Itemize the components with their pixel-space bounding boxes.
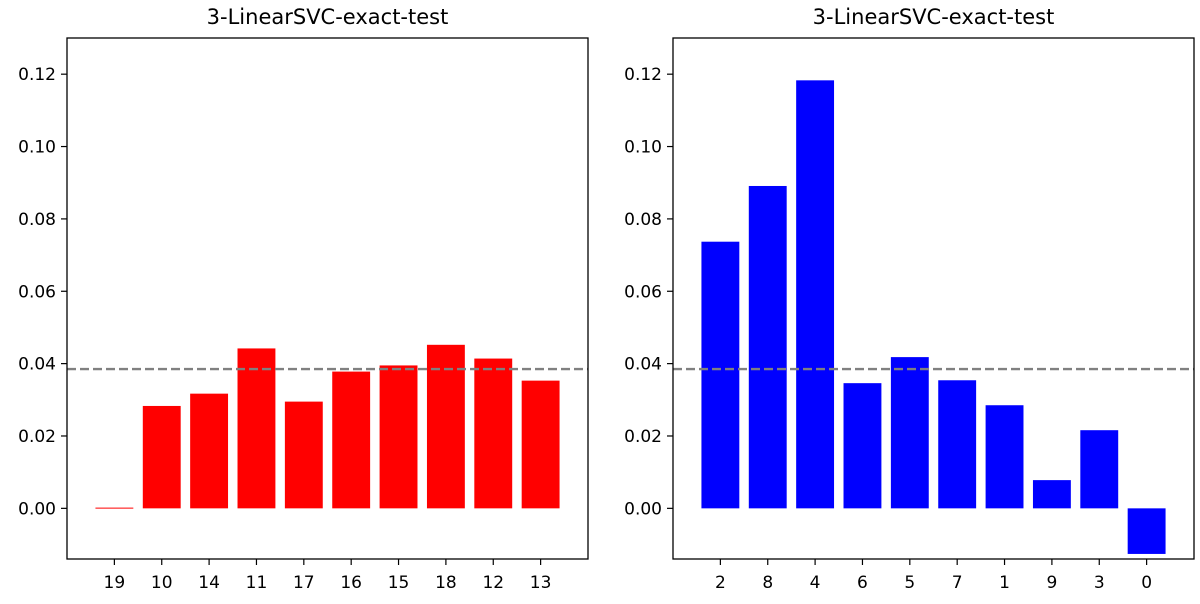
y-tick-label: 0.02 xyxy=(18,427,56,447)
bar xyxy=(748,185,787,509)
y-tick-label: 0.08 xyxy=(624,210,662,230)
chart-title: 3-LinearSVC-exact-test xyxy=(207,5,449,29)
bar xyxy=(237,348,276,509)
y-tick-label: 0.06 xyxy=(624,282,662,302)
x-tick-label: 6 xyxy=(857,573,868,593)
chart-title: 3-LinearSVC-exact-test xyxy=(813,5,1055,29)
x-tick-label: 4 xyxy=(810,573,821,593)
y-tick-label: 0.12 xyxy=(18,65,56,85)
bar xyxy=(1127,508,1166,554)
x-tick-label: 5 xyxy=(904,573,915,593)
bar xyxy=(1080,430,1119,509)
bar xyxy=(332,371,371,509)
y-tick-label: 0.08 xyxy=(18,210,56,230)
x-tick-label: 18 xyxy=(435,573,457,593)
x-tick-label: 14 xyxy=(198,573,220,593)
y-tick-label: 0.10 xyxy=(18,138,56,158)
bar xyxy=(474,358,513,509)
plot-frame xyxy=(672,37,1195,560)
bar xyxy=(142,405,181,509)
bar xyxy=(426,344,465,509)
chart-panel-2: 3-LinearSVC-exact-test 0.00 0.02 0.04 0.06 0.… xyxy=(624,5,1195,593)
x-tick-label: 15 xyxy=(388,573,410,593)
y-tick-label: 0.10 xyxy=(624,138,662,158)
chart-panel-1: 3-LinearSVC-exact-test 0.00 0.02 0.04 0.06 0.… xyxy=(18,5,589,593)
x-tick-label: 19 xyxy=(104,573,126,593)
bar xyxy=(796,80,835,509)
bar xyxy=(521,380,560,509)
x-tick-label: 11 xyxy=(246,573,268,593)
bar xyxy=(1032,480,1071,509)
x-tick-label: 9 xyxy=(1046,573,1057,593)
y-tick-label: 0.04 xyxy=(18,355,56,375)
bar xyxy=(701,241,740,509)
y-tick-label: 0.02 xyxy=(624,427,662,447)
x-tick-label: 10 xyxy=(151,573,173,593)
x-tick-label: 3 xyxy=(1094,573,1105,593)
bar xyxy=(985,405,1024,509)
x-tick-label: 7 xyxy=(952,573,963,593)
x-tick-label: 8 xyxy=(762,573,773,593)
y-tick-label: 0.00 xyxy=(624,499,662,519)
bar xyxy=(843,383,882,509)
bar xyxy=(95,507,134,509)
y-tick-label: 0.00 xyxy=(18,499,56,519)
bar xyxy=(938,380,977,509)
x-tick-label: 12 xyxy=(482,573,504,593)
bar xyxy=(890,357,929,509)
x-tick-label: 2 xyxy=(715,573,726,593)
x-tick-label: 13 xyxy=(530,573,552,593)
bar xyxy=(190,393,229,509)
x-tick-label: 17 xyxy=(293,573,315,593)
x-tick-label: 16 xyxy=(340,573,362,593)
plot-frame xyxy=(66,37,589,560)
y-tick-label: 0.06 xyxy=(18,282,56,302)
x-tick-label: 0 xyxy=(1141,573,1152,593)
bar xyxy=(284,401,323,509)
y-tick-label: 0.04 xyxy=(624,355,662,375)
x-tick-label: 1 xyxy=(999,573,1010,593)
y-tick-label: 0.12 xyxy=(624,65,662,85)
bar xyxy=(379,365,418,509)
